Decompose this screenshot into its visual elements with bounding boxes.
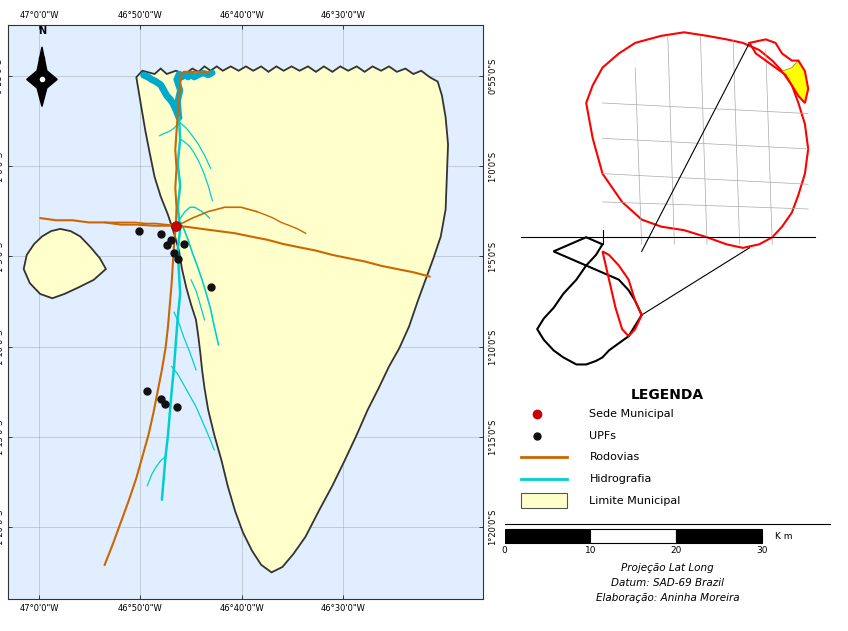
Text: 0: 0 bbox=[502, 546, 507, 555]
Text: LEGENDA: LEGENDA bbox=[631, 388, 705, 402]
Polygon shape bbox=[137, 66, 448, 572]
Text: 10: 10 bbox=[585, 546, 596, 555]
Text: Datum: SAD-69 Brazil: Datum: SAD-69 Brazil bbox=[611, 578, 724, 588]
Text: 30: 30 bbox=[756, 546, 768, 555]
Polygon shape bbox=[538, 237, 642, 365]
Polygon shape bbox=[24, 229, 106, 298]
Bar bbox=[505, 529, 590, 543]
Polygon shape bbox=[586, 32, 808, 248]
Text: 20: 20 bbox=[671, 546, 682, 555]
Text: K m: K m bbox=[775, 531, 793, 541]
Text: N: N bbox=[38, 26, 46, 36]
Text: UPFs: UPFs bbox=[589, 430, 616, 440]
Polygon shape bbox=[782, 61, 808, 103]
Text: Sede Municipal: Sede Municipal bbox=[589, 409, 674, 419]
Bar bbox=[590, 529, 677, 543]
Text: Projeção Lat Long: Projeção Lat Long bbox=[622, 563, 714, 574]
Bar bbox=[521, 493, 566, 508]
Polygon shape bbox=[27, 47, 57, 107]
Text: Rodovias: Rodovias bbox=[589, 452, 639, 463]
Bar bbox=[677, 529, 762, 543]
Text: Elaboração: Aninha Moreira: Elaboração: Aninha Moreira bbox=[596, 593, 739, 603]
Text: Limite Municipal: Limite Municipal bbox=[589, 496, 681, 505]
Text: Hidrografia: Hidrografia bbox=[589, 474, 652, 484]
